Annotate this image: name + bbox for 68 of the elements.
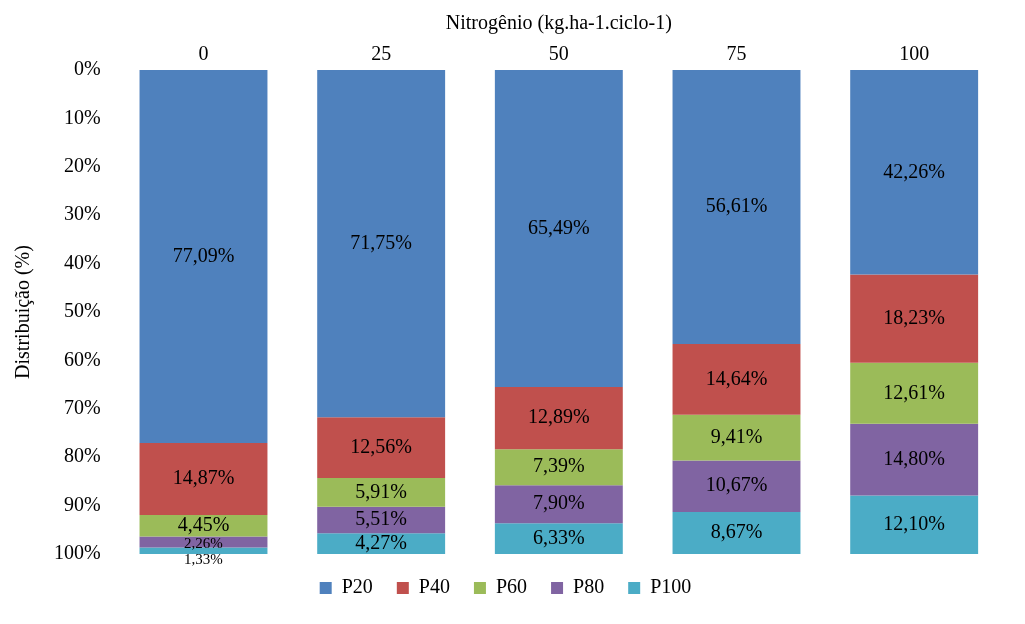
data-label: 42,26%: [883, 159, 945, 182]
data-label: 65,49%: [527, 215, 590, 238]
y-tick-label: 90%: [63, 492, 101, 515]
bar: [317, 417, 446, 479]
bar: [850, 362, 979, 424]
bar: [672, 70, 801, 344]
data-label: 71,75%: [350, 230, 412, 253]
y-tick-label: 100%: [53, 541, 101, 564]
data-label: 4,27%: [355, 530, 407, 553]
data-label: 7,39%: [532, 454, 585, 477]
data-label: 1,33%: [184, 551, 223, 568]
data-label: 5,51%: [355, 507, 407, 530]
bar: [494, 70, 623, 387]
x-tick-label: 50: [548, 42, 569, 65]
legend-label: P100: [650, 575, 692, 598]
y-tick-label: 10%: [63, 105, 101, 128]
bar: [850, 423, 979, 496]
bar: [850, 70, 979, 275]
y-tick-label: 20%: [63, 154, 101, 177]
bar: [672, 343, 801, 415]
bar: [494, 386, 623, 450]
x-tick-label: 100: [899, 42, 930, 65]
y-tick-label: 50%: [63, 299, 101, 322]
data-label: 56,61%: [705, 194, 768, 217]
x-tick-label: 0: [198, 42, 209, 65]
bar: [494, 523, 623, 554]
data-label: 77,09%: [172, 243, 235, 266]
bar: [850, 495, 979, 554]
data-label: 12,10%: [883, 511, 945, 534]
data-label: 14,64%: [705, 366, 768, 389]
data-label: 14,80%: [883, 446, 945, 469]
x-axis-title: Nitrogênio (kg.ha-1.ciclo-1): [445, 11, 672, 35]
bar: [317, 478, 446, 507]
y-tick-label: 30%: [63, 202, 101, 225]
bar: [317, 70, 446, 418]
legend-label: P40: [418, 575, 450, 598]
bar: [139, 70, 268, 444]
bar: [850, 274, 979, 363]
y-tick-label: 40%: [63, 250, 101, 273]
y-tick-label: 0%: [73, 57, 101, 80]
bar: [672, 414, 801, 461]
x-tick-label: 25: [371, 42, 392, 65]
bar: [494, 449, 623, 486]
data-label: 9,41%: [710, 424, 763, 447]
data-label: 4,45%: [177, 513, 230, 536]
bar: [672, 460, 801, 513]
bar: [672, 512, 801, 554]
bar: [494, 485, 623, 524]
bar: [139, 443, 268, 516]
legend-label: P80: [573, 575, 605, 598]
data-label: 12,89%: [527, 405, 590, 428]
data-label: 12,61%: [883, 380, 945, 403]
data-label: 10,67%: [705, 473, 768, 496]
data-label: 2,26%: [184, 535, 223, 552]
legend-label: P20: [341, 575, 373, 598]
data-label: 7,90%: [532, 491, 585, 514]
y-tick-label: 60%: [63, 347, 101, 370]
data-label: 14,87%: [172, 466, 235, 489]
y-tick-label: 80%: [63, 444, 101, 467]
data-label: 6,33%: [532, 525, 585, 548]
data-label: 18,23%: [883, 305, 945, 328]
y-tick-label: 70%: [63, 396, 101, 419]
data-label: 8,67%: [710, 520, 763, 543]
legend-label: P60: [495, 575, 528, 598]
x-tick-label: 75: [726, 42, 747, 65]
y-axis-title: Distribuição (%): [11, 245, 35, 379]
data-label: 12,56%: [350, 434, 412, 457]
data-label: 5,91%: [355, 479, 407, 502]
